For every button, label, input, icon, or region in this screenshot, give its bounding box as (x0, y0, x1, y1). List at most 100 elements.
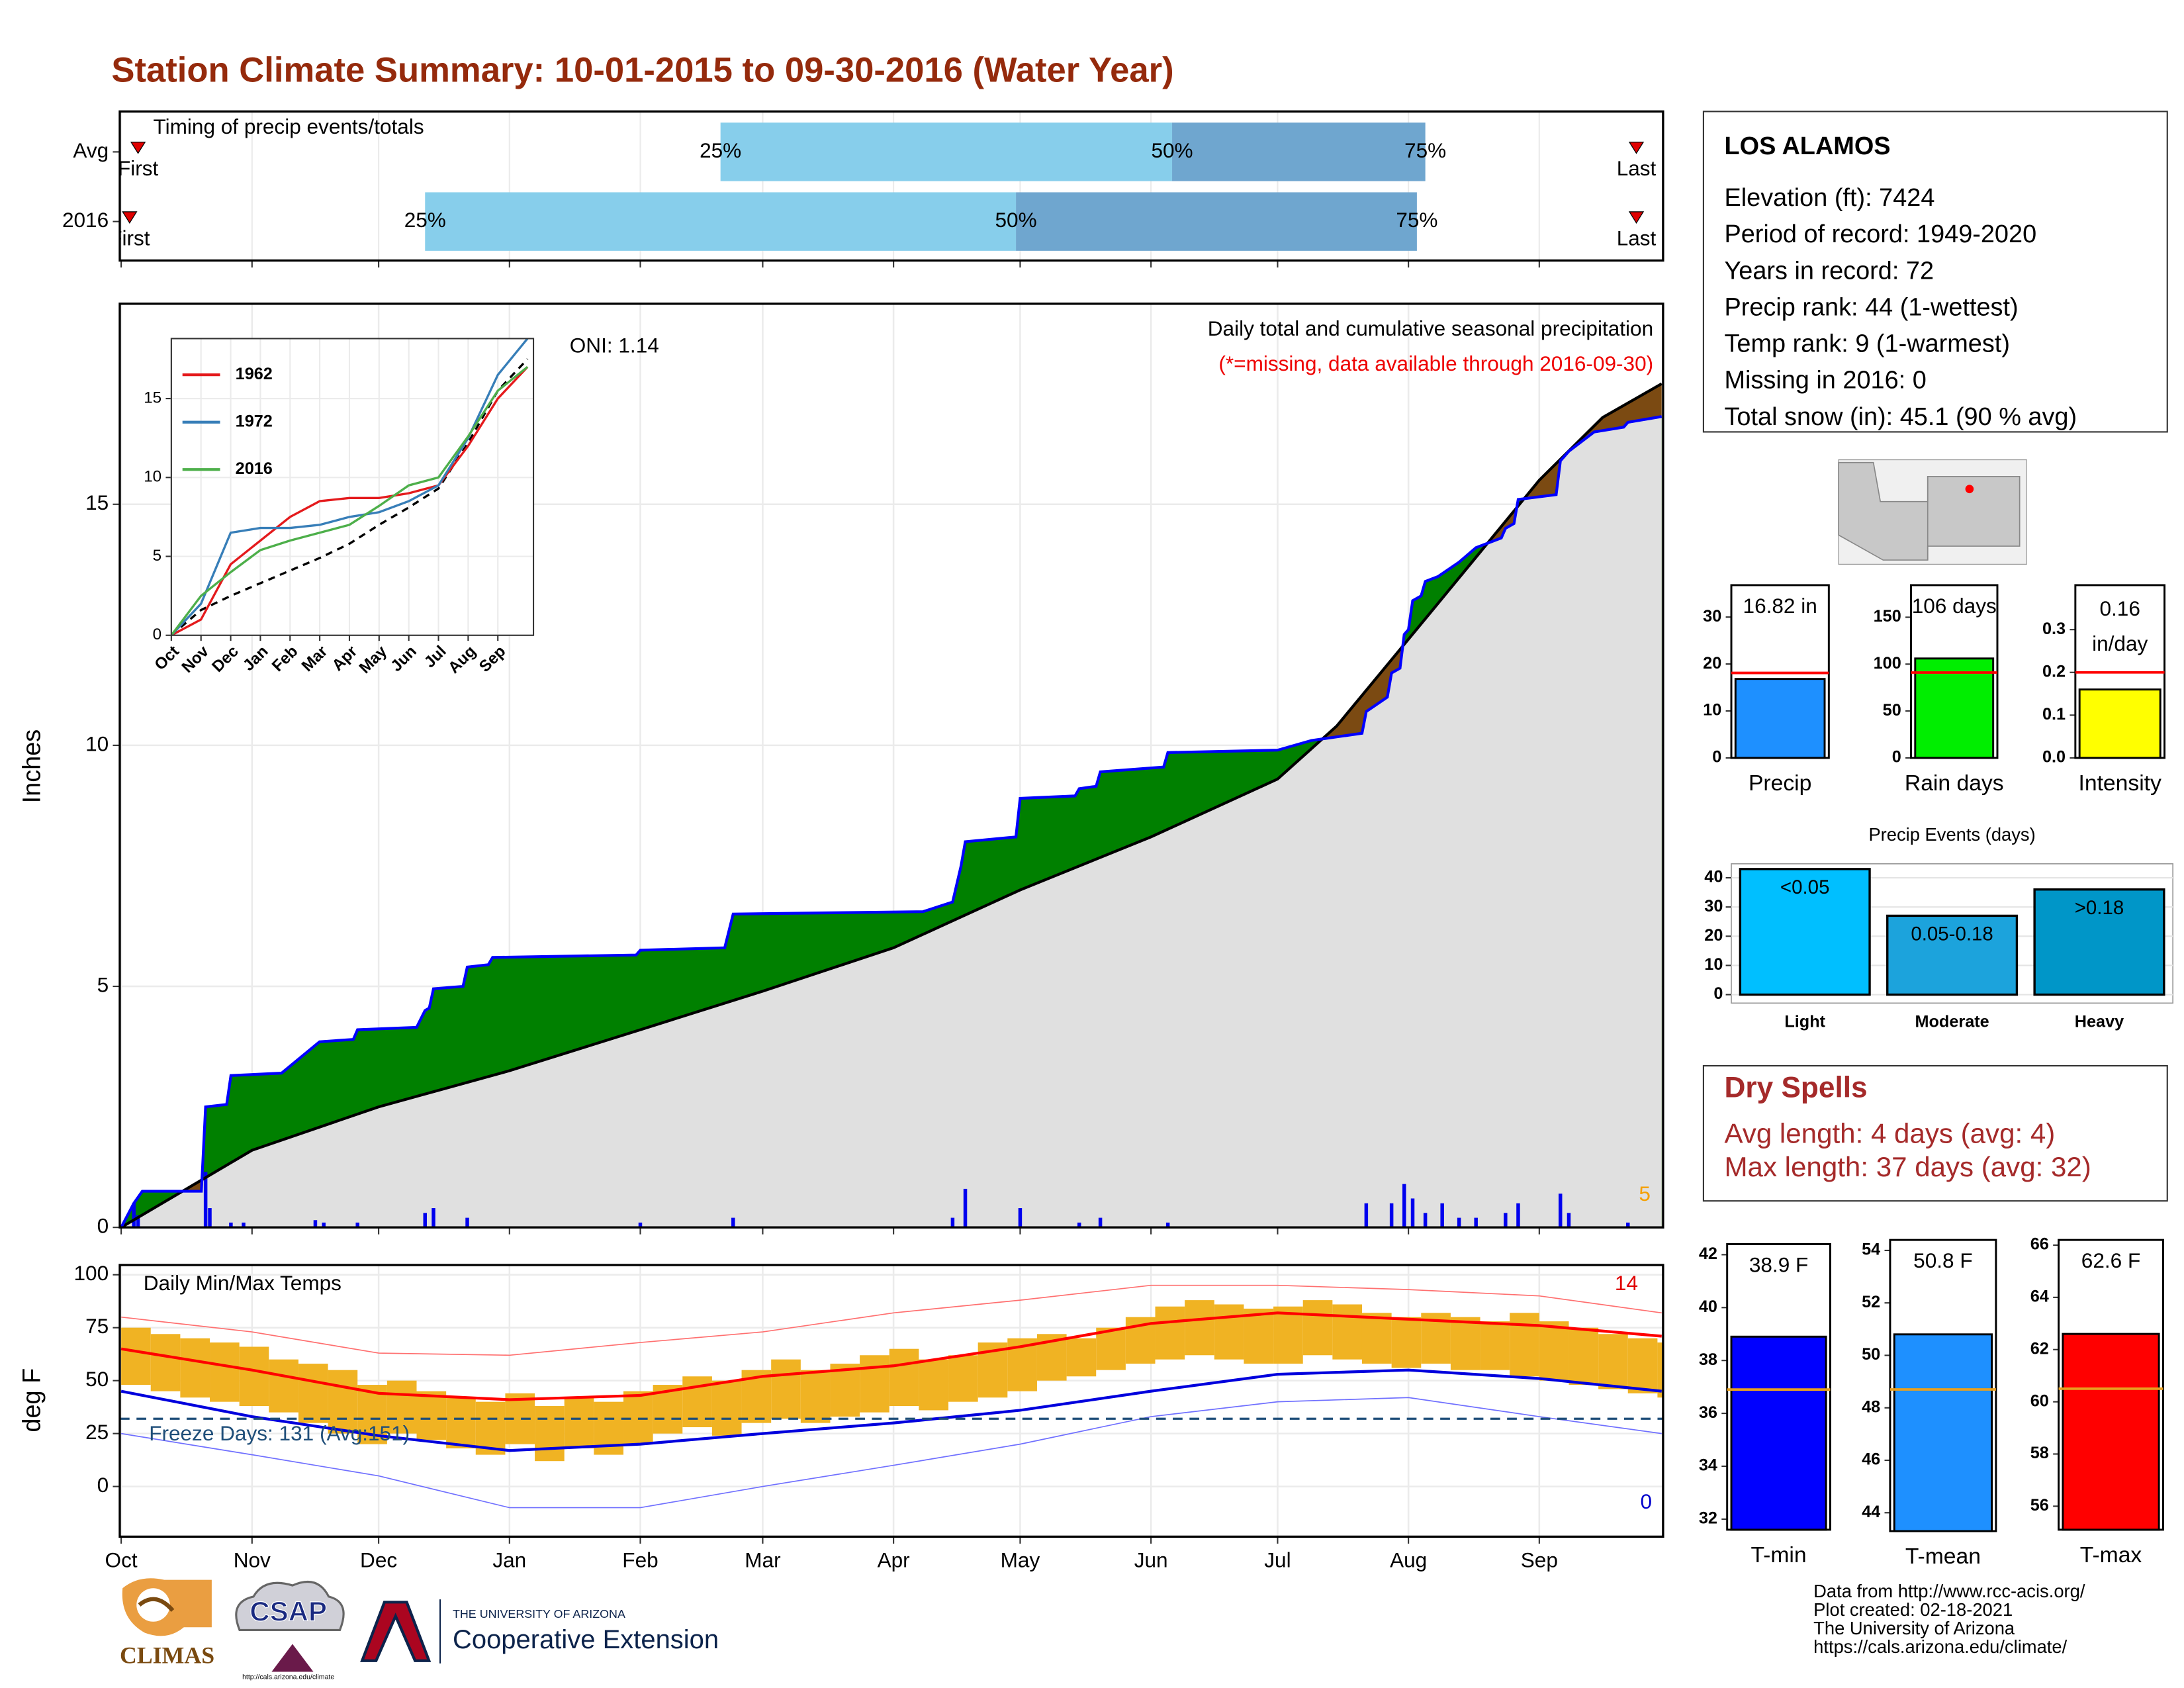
footer: Data from http://www.rcc-acis.org/Plot c… (1813, 1581, 2085, 1657)
bar-label: 0.05-0.18 (1911, 923, 1993, 945)
daily-temp-range (860, 1355, 889, 1413)
x-tick-label: Nov (234, 1548, 271, 1572)
y-tick-label: 25 (85, 1420, 109, 1444)
y-tick-label: 34 (1699, 1456, 1717, 1475)
inset-frame (170, 338, 535, 636)
station-box (1702, 111, 2168, 433)
y-tick-label: 30 (1704, 897, 1723, 915)
inset-y-tick-label: 5 (153, 547, 161, 565)
legend-label: 1962 (236, 365, 273, 383)
daily-precip-bar (465, 1217, 469, 1228)
y-tick-label: 40 (1704, 868, 1723, 886)
station-line: Precip rank: 44 (1-wettest) (1724, 293, 2018, 321)
timing-title: Timing of precip events/totals (154, 115, 424, 138)
page-title: Station Climate Summary: 10-01-2015 to 0… (111, 50, 1173, 89)
category-label: T-max (2080, 1543, 2142, 1568)
y-tick-label: 40 (1699, 1297, 1717, 1316)
daily-temp-range (180, 1338, 210, 1398)
daily-precip-bar (132, 1203, 136, 1228)
dry-spells-box (1702, 1064, 2168, 1202)
dry-spells-title: Dry Spells (1724, 1072, 1867, 1104)
panel-frame (118, 1264, 1664, 1538)
daily-precip-bar (963, 1188, 968, 1228)
cold-days: 0 (1640, 1489, 1652, 1513)
station-line: Missing in 2016: 0 (1724, 367, 1926, 395)
y-tick-label: 20 (1704, 926, 1723, 945)
daily-temp-range (623, 1391, 653, 1444)
daily-temp-range (1273, 1306, 1303, 1364)
quartile-bar (425, 192, 1017, 251)
y-tick-label: 50 (85, 1367, 109, 1391)
dry-spells-line: Max length: 37 days (avg: 32) (1724, 1151, 2091, 1182)
daily-precip-bar (242, 1222, 246, 1228)
x-tick-label: Sep (1521, 1548, 1558, 1572)
event-label: Last (1617, 226, 1657, 250)
daily-temp-range (1627, 1338, 1658, 1393)
daily-precip-bar (136, 1215, 140, 1228)
bar (2062, 1333, 2160, 1531)
daily-precip-bar (1165, 1222, 1170, 1228)
bar (2078, 688, 2161, 759)
daily-precip-bar (1558, 1194, 1563, 1228)
daily-precip-bar (638, 1222, 643, 1228)
bar (1914, 657, 1995, 759)
inset-lines (171, 338, 529, 635)
y-tick-label: 60 (2030, 1391, 2049, 1410)
x-tick-label: Dec (360, 1548, 397, 1572)
y-tick-label: 44 (1862, 1503, 1880, 1521)
y-tick-label: 50 (1883, 701, 1901, 720)
extreme-count: 5 (1639, 1182, 1651, 1205)
daily-temp-range (239, 1346, 269, 1407)
daily-precip-bar (1440, 1203, 1444, 1228)
y-tick-label: 30 (1703, 607, 1721, 626)
event-label: First (109, 226, 150, 250)
daily-temp-range (1096, 1327, 1126, 1370)
category-label: T-mean (1905, 1544, 1981, 1569)
inset-y-tick-label: 0 (153, 626, 161, 643)
daily-temp-range (711, 1380, 742, 1436)
x-tick-label: May (1001, 1548, 1040, 1572)
daily-temp-range (1302, 1300, 1333, 1356)
cumulative (120, 415, 1662, 1228)
y-tick-label: 10 (1704, 955, 1723, 974)
category-label: Rain days (1905, 771, 2004, 796)
daily-temp-range (1539, 1321, 1569, 1381)
x-tick-label: Jan (492, 1548, 526, 1572)
daily-temp-range (387, 1380, 417, 1434)
daily-precip-bar (313, 1220, 318, 1228)
daily-temp-range (121, 1327, 151, 1385)
category-label: Light (1784, 1012, 1825, 1031)
daily-precip-bar (950, 1217, 955, 1228)
daily-temp-range (1450, 1317, 1480, 1370)
value-label: 106 days (1912, 594, 1997, 618)
daily-temp-range (1185, 1300, 1214, 1356)
value-label: 16.82 in (1743, 594, 1817, 618)
daily-temp-range (800, 1370, 831, 1423)
inset-bg (171, 338, 534, 635)
quartile-bar (720, 122, 1173, 181)
y-tick-label: 0.2 (2042, 662, 2066, 680)
footer-line: Plot created: 02-18-2021 (1813, 1599, 2013, 1620)
bar (1730, 1335, 1827, 1531)
y-tick-label: 38 (1699, 1350, 1717, 1369)
category-label: Precip (1749, 771, 1811, 796)
daily-temp-range (269, 1359, 298, 1413)
temp-panel: Daily Min/Max Temps Freeze Days: 131 (Avg… (119, 1265, 1663, 1537)
row-label: 2016 (62, 208, 109, 232)
footer-line: https://cals.arizona.edu/climate/ (1813, 1636, 2067, 1657)
daily-temp-range (1598, 1334, 1628, 1389)
daily-temp-range (1155, 1306, 1185, 1360)
temp-line (120, 1397, 1662, 1509)
y-tick-label: 36 (1699, 1403, 1717, 1422)
value-label: 62.6 F (2081, 1248, 2140, 1272)
y-axis-label: Inches (19, 729, 46, 804)
daily-precip-bar (1423, 1213, 1428, 1228)
x-tick-label: Oct (105, 1548, 138, 1572)
average (120, 382, 1662, 1228)
y-tick-label: 0 (1712, 748, 1721, 767)
x-tick-label: Feb (622, 1548, 658, 1572)
quartile-label: 75% (1404, 138, 1446, 162)
daily-temp-range (1332, 1304, 1362, 1360)
